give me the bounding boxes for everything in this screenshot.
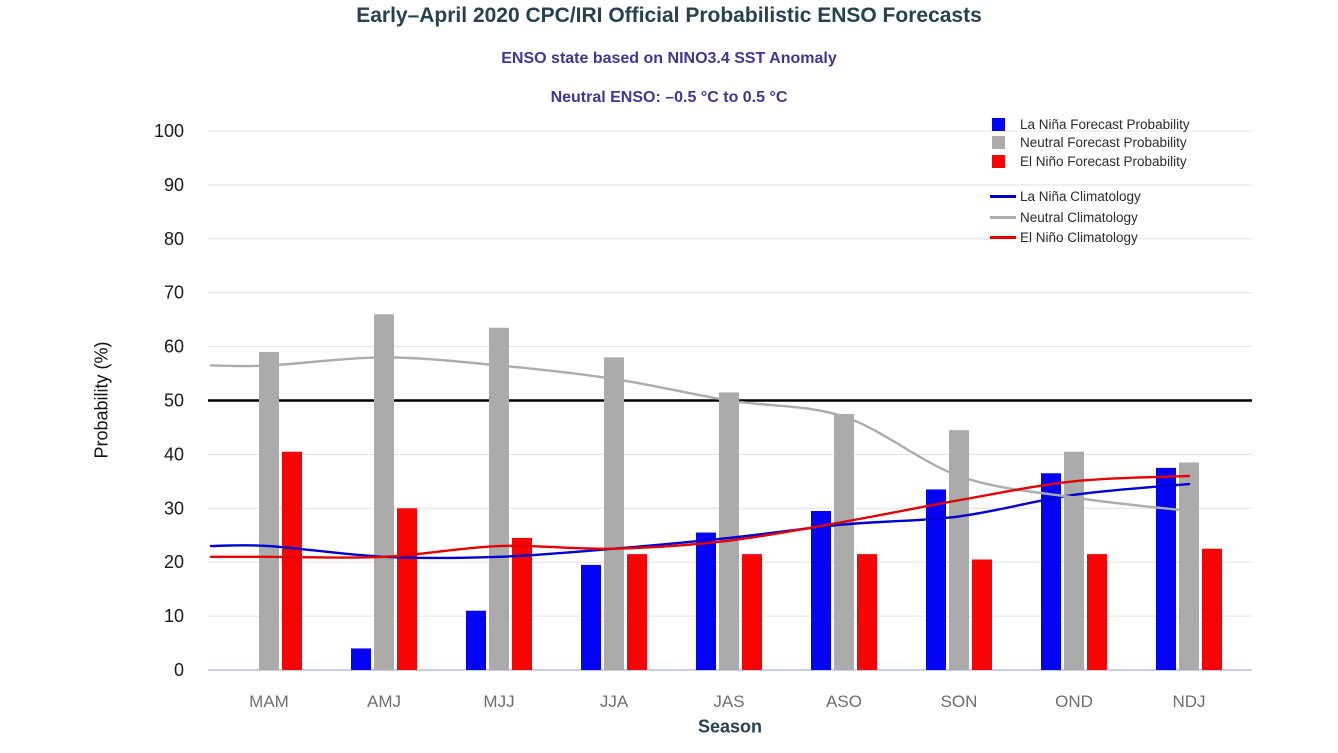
el-nino-forecast-swatch bbox=[992, 154, 1005, 168]
bar-neutral-ond bbox=[1064, 451, 1084, 670]
bar-neutral-jja bbox=[604, 357, 624, 670]
legend-item-la-nina-climatology: La Niña Climatology bbox=[990, 187, 1190, 208]
y-tick-label-60: 60 bbox=[164, 337, 184, 357]
bar-neutral-mjj bbox=[489, 327, 509, 670]
legend-label: La Niña Forecast Probability bbox=[1020, 116, 1190, 132]
y-tick-label-30: 30 bbox=[164, 498, 184, 518]
bar-el-ni-o-son bbox=[972, 559, 992, 670]
legend: La Niña Forecast Probability Neutral For… bbox=[990, 115, 1190, 249]
bar-la-ni-a-ond bbox=[1041, 473, 1061, 670]
bar-la-ni-a-ndj bbox=[1156, 467, 1176, 670]
bar-neutral-mam bbox=[259, 351, 279, 670]
y-tick-label-90: 90 bbox=[164, 175, 184, 195]
bar-neutral-ndj bbox=[1179, 462, 1199, 670]
y-tick-label-100: 100 bbox=[154, 121, 184, 141]
x-tick-label-jas: JAS bbox=[713, 692, 744, 711]
legend-label: La Niña Climatology bbox=[1020, 189, 1141, 205]
bar-la-ni-a-jja bbox=[581, 564, 601, 670]
legend-item-el-nino-climatology: El Niño Climatology bbox=[990, 228, 1190, 249]
x-axis-title: Season bbox=[697, 716, 763, 737]
legend-item-neutral-forecast: Neutral Forecast Probability bbox=[992, 134, 1190, 153]
el-ni-o-climatology-line bbox=[209, 474, 1191, 559]
y-tick-label-80: 80 bbox=[164, 229, 184, 249]
bar-el-ni-o-mam bbox=[282, 451, 302, 670]
x-tick-label-ond: OND bbox=[1055, 692, 1093, 711]
neutral-forecast-swatch bbox=[992, 136, 1005, 150]
legend-label: Neutral Climatology bbox=[1020, 209, 1138, 225]
bar-el-ni-o-ndj bbox=[1202, 548, 1222, 670]
el-nino-climatology-swatch bbox=[990, 236, 1016, 240]
bar-el-ni-o-mjj bbox=[512, 537, 532, 670]
y-tick-label-50: 50 bbox=[164, 391, 184, 411]
bar-el-ni-o-jas bbox=[742, 554, 762, 670]
la-nina-climatology-swatch bbox=[990, 195, 1016, 199]
chart-subtitle-line2: Neutral ENSO: –0.5 °C to 0.5 °C bbox=[550, 89, 788, 106]
bar-la-ni-a-aso bbox=[811, 510, 831, 670]
legend-label: Neutral Forecast Probability bbox=[1020, 135, 1187, 151]
bar-la-ni-a-amj bbox=[351, 648, 371, 670]
bar-el-ni-o-aso bbox=[857, 554, 877, 670]
y-tick-label-10: 10 bbox=[164, 606, 184, 626]
bar-neutral-son bbox=[949, 430, 969, 670]
bar-neutral-amj bbox=[374, 314, 394, 670]
chart-title: Early–April 2020 CPC/IRI Official Probab… bbox=[356, 4, 982, 27]
x-tick-label-amj: AMJ bbox=[367, 692, 401, 711]
legend-item-la-nina-forecast: La Niña Forecast Probability bbox=[992, 115, 1190, 134]
bar-el-ni-o-jja bbox=[627, 554, 647, 670]
bar-neutral-aso bbox=[834, 413, 854, 670]
y-tick-label-0: 0 bbox=[174, 660, 184, 680]
x-tick-label-ndj: NDJ bbox=[1172, 692, 1205, 711]
bar-la-ni-a-jas bbox=[696, 532, 716, 670]
la-ni-a-climatology-line bbox=[209, 482, 1191, 560]
x-tick-label-mam: MAM bbox=[249, 692, 289, 711]
y-tick-label-20: 20 bbox=[164, 552, 184, 572]
x-tick-label-son: SON bbox=[941, 692, 978, 711]
neutral-climatology-swatch bbox=[990, 215, 1016, 219]
la-nina-forecast-swatch bbox=[992, 117, 1005, 131]
bar-el-ni-o-ond bbox=[1087, 554, 1107, 670]
x-tick-label-aso: ASO bbox=[826, 692, 862, 711]
x-tick-label-mjj: MJJ bbox=[483, 692, 514, 711]
bar-la-ni-a-mjj bbox=[466, 610, 486, 670]
y-axis-title: Probability (%) bbox=[91, 341, 112, 459]
chart-subtitle-line1: ENSO state based on NINO3.4 SST Anomaly bbox=[501, 50, 837, 67]
bar-neutral-jas bbox=[719, 392, 739, 670]
x-tick-label-jja: JJA bbox=[600, 692, 629, 711]
y-tick-label-70: 70 bbox=[164, 283, 184, 303]
legend-item-el-nino-forecast: El Niño Forecast Probability bbox=[992, 152, 1190, 171]
bar-la-ni-a-son bbox=[926, 489, 946, 670]
legend-label: El Niño Climatology bbox=[1020, 230, 1138, 246]
legend-label: El Niño Forecast Probability bbox=[1020, 153, 1187, 169]
legend-item-neutral-climatology: Neutral Climatology bbox=[990, 207, 1190, 228]
y-tick-label-40: 40 bbox=[164, 444, 184, 464]
bar-el-ni-o-amj bbox=[397, 508, 417, 670]
